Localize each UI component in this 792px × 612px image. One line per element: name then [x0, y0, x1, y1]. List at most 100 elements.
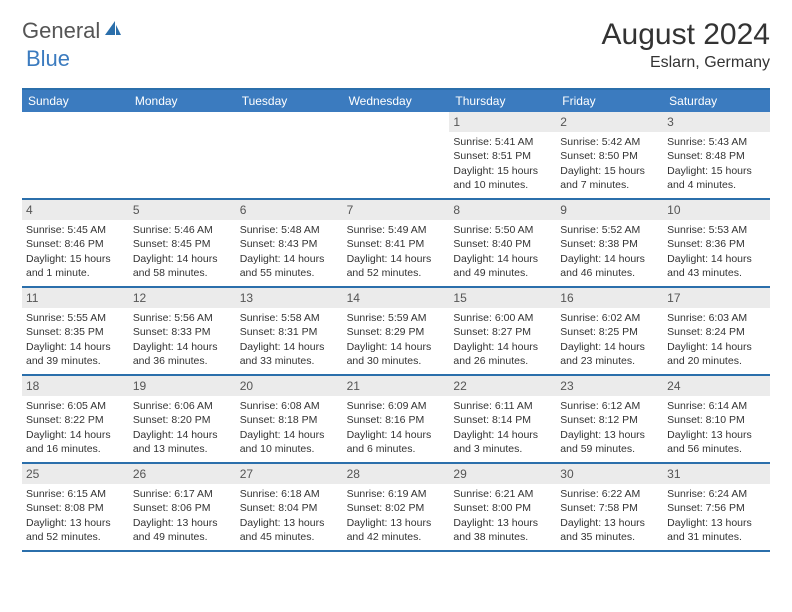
calendar-cell: 9Sunrise: 5:52 AMSunset: 8:38 PMDaylight… — [556, 200, 663, 288]
daylight-text: and 4 minutes. — [667, 178, 766, 192]
daylight-text: Daylight: 14 hours — [347, 252, 446, 266]
day-body: Sunrise: 6:15 AMSunset: 8:08 PMDaylight:… — [22, 484, 129, 550]
sunrise-text: Sunrise: 5:45 AM — [26, 223, 125, 237]
day-body: Sunrise: 5:56 AMSunset: 8:33 PMDaylight:… — [129, 308, 236, 374]
daylight-text: Daylight: 14 hours — [667, 252, 766, 266]
daylight-text: Daylight: 13 hours — [667, 516, 766, 530]
calendar-cell: 8Sunrise: 5:50 AMSunset: 8:40 PMDaylight… — [449, 200, 556, 288]
sunrise-text: Sunrise: 6:21 AM — [453, 487, 552, 501]
day-body: Sunrise: 6:18 AMSunset: 8:04 PMDaylight:… — [236, 484, 343, 550]
daylight-text: Daylight: 15 hours — [453, 164, 552, 178]
sunrise-text: Sunrise: 5:52 AM — [560, 223, 659, 237]
calendar-cell-empty — [22, 112, 129, 200]
sunset-text: Sunset: 8:31 PM — [240, 325, 339, 339]
day-body: Sunrise: 5:52 AMSunset: 8:38 PMDaylight:… — [556, 220, 663, 286]
sunset-text: Sunset: 7:58 PM — [560, 501, 659, 515]
day-body: Sunrise: 5:55 AMSunset: 8:35 PMDaylight:… — [22, 308, 129, 374]
day-header: Saturday — [663, 90, 770, 112]
sunrise-text: Sunrise: 6:06 AM — [133, 399, 232, 413]
calendar-cell: 4Sunrise: 5:45 AMSunset: 8:46 PMDaylight… — [22, 200, 129, 288]
daylight-text: and 30 minutes. — [347, 354, 446, 368]
daylight-text: and 33 minutes. — [240, 354, 339, 368]
sunrise-text: Sunrise: 5:43 AM — [667, 135, 766, 149]
sunset-text: Sunset: 8:41 PM — [347, 237, 446, 251]
daylight-text: Daylight: 14 hours — [347, 340, 446, 354]
day-number: 9 — [556, 200, 663, 220]
daylight-text: Daylight: 13 hours — [453, 516, 552, 530]
sunrise-text: Sunrise: 5:41 AM — [453, 135, 552, 149]
day-number: 20 — [236, 376, 343, 396]
day-number: 24 — [663, 376, 770, 396]
sunrise-text: Sunrise: 5:50 AM — [453, 223, 552, 237]
calendar-cell: 29Sunrise: 6:21 AMSunset: 8:00 PMDayligh… — [449, 464, 556, 552]
day-body: Sunrise: 5:46 AMSunset: 8:45 PMDaylight:… — [129, 220, 236, 286]
sunset-text: Sunset: 8:14 PM — [453, 413, 552, 427]
sunset-text: Sunset: 8:06 PM — [133, 501, 232, 515]
daylight-text: and 16 minutes. — [26, 442, 125, 456]
daylight-text: Daylight: 13 hours — [26, 516, 125, 530]
calendar-cell: 19 Sunrise: 6:06 AMSunset: 8:20 PMDayligh… — [129, 376, 236, 464]
day-number: 30 — [556, 464, 663, 484]
day-number: 25 — [22, 464, 129, 484]
sunset-text: Sunset: 8:08 PM — [26, 501, 125, 515]
day-body: Sunrise: 5:45 AMSunset: 8:46 PMDaylight:… — [22, 220, 129, 286]
calendar-cell: 14 Sunrise: 5:59 AMSunset: 8:29 PMDayligh… — [343, 288, 450, 376]
calendar-cell-empty — [129, 112, 236, 200]
day-number: 19 — [129, 376, 236, 396]
sunset-text: Sunset: 8:45 PM — [133, 237, 232, 251]
day-body: Sunrise: 6:09 AMSunset: 8:16 PMDaylight:… — [343, 396, 450, 462]
calendar-cell: 21Sunrise: 6:09 AMSunset: 8:16 PMDayligh… — [343, 376, 450, 464]
sunset-text: Sunset: 8:51 PM — [453, 149, 552, 163]
sunrise-text: Sunrise: 5:49 AM — [347, 223, 446, 237]
calendar-cell: 23Sunrise: 6:12 AMSunset: 8:12 PMDayligh… — [556, 376, 663, 464]
calendar-cell: 16Sunrise: 6:02 AMSunset: 8:25 PMDayligh… — [556, 288, 663, 376]
sunset-text: Sunset: 8:29 PM — [347, 325, 446, 339]
day-body: Sunrise: 6:05 AMSunset: 8:22 PMDaylight:… — [22, 396, 129, 462]
daylight-text: and 13 minutes. — [133, 442, 232, 456]
calendar-cell: 10Sunrise: 5:53 AMSunset: 8:36 PMDayligh… — [663, 200, 770, 288]
day-header: Tuesday — [236, 90, 343, 112]
day-number: 14 — [343, 288, 450, 308]
daylight-text: Daylight: 14 hours — [240, 340, 339, 354]
calendar-cell: 30Sunrise: 6:22 AMSunset: 7:58 PMDayligh… — [556, 464, 663, 552]
day-number: 22 — [449, 376, 556, 396]
daylight-text: Daylight: 14 hours — [133, 252, 232, 266]
sunrise-text: Sunrise: 6:17 AM — [133, 487, 232, 501]
daylight-text: Daylight: 14 hours — [240, 252, 339, 266]
calendar-cell: 7Sunrise: 5:49 AMSunset: 8:41 PMDaylight… — [343, 200, 450, 288]
calendar-cell: 25Sunrise: 6:15 AMSunset: 8:08 PMDayligh… — [22, 464, 129, 552]
calendar-cell: 15Sunrise: 6:00 AMSunset: 8:27 PMDayligh… — [449, 288, 556, 376]
daylight-text: and 52 minutes. — [26, 530, 125, 544]
sunset-text: Sunset: 8:36 PM — [667, 237, 766, 251]
day-header: Thursday — [449, 90, 556, 112]
daylight-text: and 23 minutes. — [560, 354, 659, 368]
daylight-text: and 26 minutes. — [453, 354, 552, 368]
sunrise-text: Sunrise: 5:59 AM — [347, 311, 446, 325]
sunset-text: Sunset: 8:33 PM — [133, 325, 232, 339]
sunrise-text: Sunrise: 6:22 AM — [560, 487, 659, 501]
day-header: Sunday — [22, 90, 129, 112]
calendar-cell: 2Sunrise: 5:42 AMSunset: 8:50 PMDaylight… — [556, 112, 663, 200]
daylight-text: Daylight: 14 hours — [133, 428, 232, 442]
day-number: 8 — [449, 200, 556, 220]
daylight-text: Daylight: 14 hours — [560, 340, 659, 354]
daylight-text: and 35 minutes. — [560, 530, 659, 544]
day-body: Sunrise: 6:24 AMSunset: 7:56 PMDaylight:… — [663, 484, 770, 550]
sunset-text: Sunset: 8:20 PM — [133, 413, 232, 427]
day-number: 10 — [663, 200, 770, 220]
logo: General — [22, 18, 125, 44]
calendar-cell: 28Sunrise: 6:19 AMSunset: 8:02 PMDayligh… — [343, 464, 450, 552]
daylight-text: and 42 minutes. — [347, 530, 446, 544]
day-body: Sunrise: 6:02 AMSunset: 8:25 PMDaylight:… — [556, 308, 663, 374]
day-body: Sunrise: 5:48 AMSunset: 8:43 PMDaylight:… — [236, 220, 343, 286]
calendar-cell: 18Sunrise: 6:05 AMSunset: 8:22 PMDayligh… — [22, 376, 129, 464]
day-body: Sunrise: 6:03 AMSunset: 8:24 PMDaylight:… — [663, 308, 770, 374]
daylight-text: and 55 minutes. — [240, 266, 339, 280]
sunset-text: Sunset: 8:46 PM — [26, 237, 125, 251]
day-number: 3 — [663, 112, 770, 132]
daylight-text: and 46 minutes. — [560, 266, 659, 280]
calendar-cell-empty — [236, 112, 343, 200]
day-body: Sunrise: 6:12 AMSunset: 8:12 PMDaylight:… — [556, 396, 663, 462]
calendar-cell: 20Sunrise: 6:08 AMSunset: 8:18 PMDayligh… — [236, 376, 343, 464]
sunset-text: Sunset: 8:04 PM — [240, 501, 339, 515]
